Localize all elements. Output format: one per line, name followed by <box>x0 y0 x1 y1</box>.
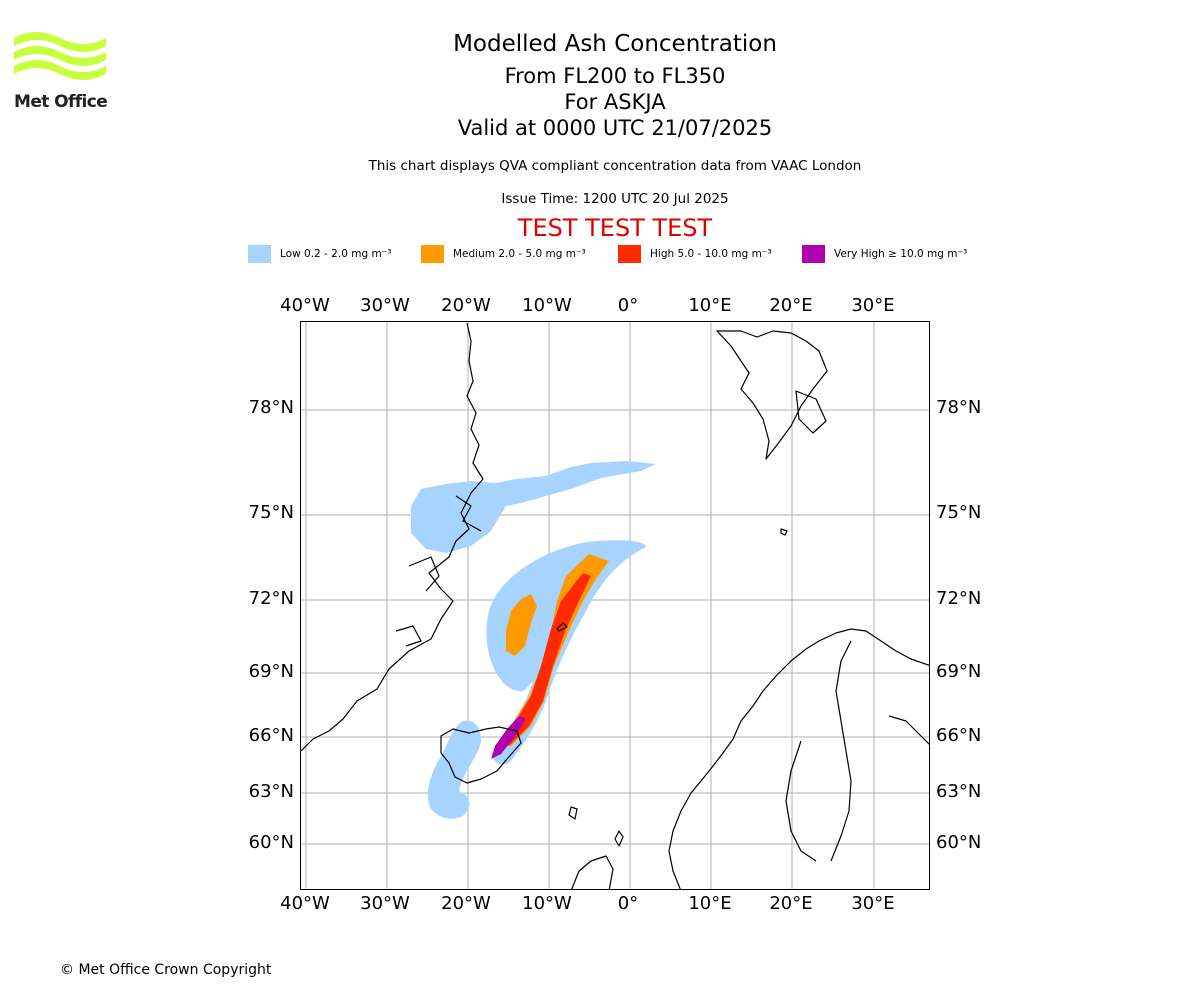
lon-tick-top-0: 0° <box>617 295 639 316</box>
legend-swatch-very-high <box>802 245 825 263</box>
sweden-finland-border <box>830 640 852 862</box>
legend-label-very-high: Very High ≥ 10.0 mg m⁻³ <box>834 248 968 260</box>
map-grid <box>301 322 929 889</box>
lat-tick-right-78n: 78°N <box>936 397 982 418</box>
legend-swatch-low <box>248 245 271 263</box>
lon-tick-top-20e: 20°E <box>769 295 813 316</box>
norway-coast <box>668 628 929 889</box>
legend-label-low: Low 0.2 - 2.0 mg m⁻³ <box>280 248 392 260</box>
greenland-coast <box>301 322 484 752</box>
lon-tick-bottom-30w: 30°W <box>360 893 410 914</box>
legend-label-high: High 5.0 - 10.0 mg m⁻³ <box>650 248 772 260</box>
lat-tick-right-69n: 69°N <box>936 661 982 682</box>
ash-high-region <box>501 573 591 746</box>
lat-tick-left-75n: 75°N <box>248 502 294 523</box>
copyright-notice: © Met Office Crown Copyright <box>60 962 272 978</box>
jan-mayen <box>556 622 568 632</box>
subtitle-valid-time: Valid at 0000 UTC 21/07/2025 <box>457 116 773 140</box>
legend-item-low: Low 0.2 - 2.0 mg m⁻³ <box>248 244 391 264</box>
gulf-of-bothnia <box>785 740 817 862</box>
test-banner: TEST TEST TEST <box>517 214 713 242</box>
lon-tick-top-10w: 10°W <box>522 295 572 316</box>
iceland-coast <box>440 726 522 784</box>
subtitle-flight-levels: From FL200 to FL350 <box>504 64 726 88</box>
chart-title: Modelled Ash Concentration <box>453 31 777 57</box>
lat-tick-right-63n: 63°N <box>936 781 982 802</box>
met-office-logo: Met Office <box>14 30 108 112</box>
legend-label-medium: Medium 2.0 - 5.0 mg m⁻³ <box>453 248 586 260</box>
lat-tick-left-60n: 60°N <box>248 832 294 853</box>
met-office-logo-text: Met Office <box>14 92 108 112</box>
lon-tick-bottom-10w: 10°W <box>522 893 572 914</box>
issue-time: Issue Time: 1200 UTC 20 Jul 2025 <box>501 191 729 207</box>
lon-tick-bottom-40w: 40°W <box>280 893 330 914</box>
lon-tick-bottom-30e: 30°E <box>851 893 895 914</box>
russia-kola-coast <box>888 715 929 745</box>
greenland-inlet-mid <box>408 556 440 592</box>
map-canvas <box>301 322 929 889</box>
lon-tick-bottom-20e: 20°E <box>769 893 813 914</box>
legend-item-medium: Medium 2.0 - 5.0 mg m⁻³ <box>421 244 586 264</box>
chart-description: This chart displays QVA compliant concen… <box>368 158 862 174</box>
legend-item-very-high: Very High ≥ 10.0 mg m⁻³ <box>802 244 967 264</box>
lon-tick-bottom-10e: 10°E <box>688 893 732 914</box>
lat-tick-right-60n: 60°N <box>936 832 982 853</box>
lon-tick-top-10e: 10°E <box>688 295 732 316</box>
lat-tick-right-72n: 72°N <box>936 588 982 609</box>
met-office-waves-icon <box>14 32 106 80</box>
scotland-coast <box>571 855 614 889</box>
coastlines <box>301 322 929 889</box>
greenland-inlet-north <box>455 495 482 532</box>
ash-concentration-map <box>300 321 930 890</box>
lon-tick-top-30e: 30°E <box>851 295 895 316</box>
legend-swatch-medium <box>421 245 444 263</box>
svalbard-east-island <box>795 390 827 434</box>
lon-tick-top-20w: 20°W <box>441 295 491 316</box>
bear-island <box>780 528 788 536</box>
lon-tick-bottom-0: 0° <box>617 893 639 914</box>
greenland-inlet-south <box>395 625 422 647</box>
lon-tick-top-40w: 40°W <box>280 295 330 316</box>
lat-tick-left-63n: 63°N <box>248 781 294 802</box>
lat-tick-left-66n: 66°N <box>248 725 294 746</box>
lat-tick-left-69n: 69°N <box>248 661 294 682</box>
lat-tick-right-75n: 75°N <box>936 502 982 523</box>
legend-swatch-high <box>618 245 641 263</box>
subtitle-volcano: For ASKJA <box>564 90 666 114</box>
lat-tick-left-78n: 78°N <box>248 397 294 418</box>
lon-tick-bottom-20w: 20°W <box>441 893 491 914</box>
lon-tick-top-30w: 30°W <box>360 295 410 316</box>
faroe-islands <box>568 806 578 820</box>
lat-tick-left-72n: 72°N <box>248 588 294 609</box>
shetland <box>614 830 624 847</box>
ash-very-high-region <box>491 716 526 759</box>
svalbard-coast <box>716 330 828 460</box>
legend-item-high: High 5.0 - 10.0 mg m⁻³ <box>618 244 772 264</box>
lat-tick-right-66n: 66°N <box>936 725 982 746</box>
